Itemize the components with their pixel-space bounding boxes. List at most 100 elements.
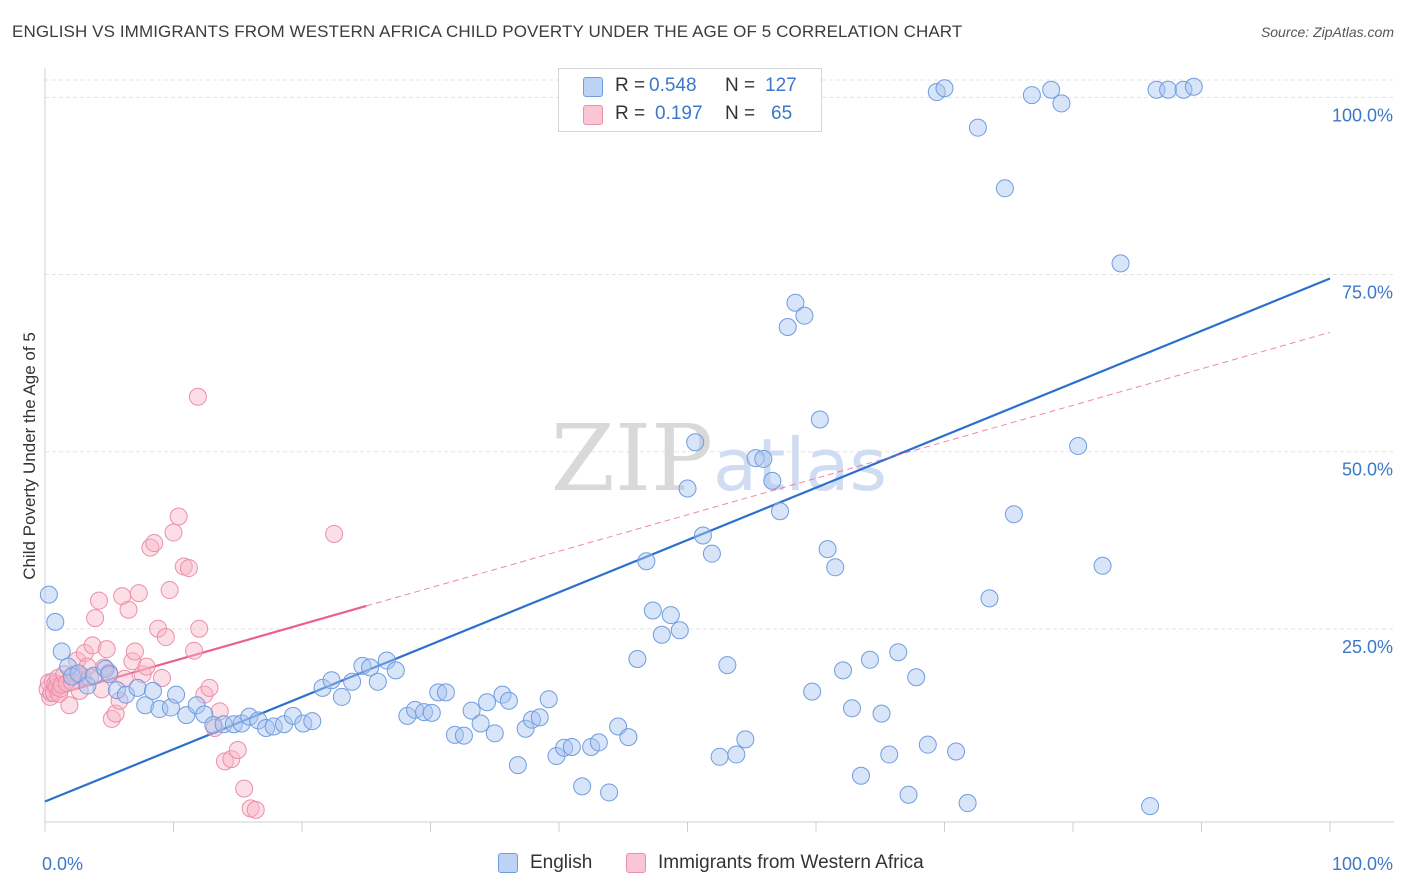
data-point-english: [204, 715, 223, 734]
y-axis-label: Child Poverty Under the Age of 5: [20, 332, 39, 580]
data-point-english: [1159, 80, 1178, 99]
legend-series: English Immigrants from Western Africa: [0, 852, 1406, 878]
data-point-english: [947, 742, 966, 761]
data-point-western-africa: [156, 628, 175, 647]
data-point-western-africa: [190, 619, 209, 638]
data-point-english: [562, 737, 581, 756]
data-point-english: [150, 700, 169, 719]
data-point-english: [332, 687, 351, 706]
data-point-english: [284, 706, 303, 725]
trend-line-western-africa-extension: [366, 331, 1331, 607]
legend-swatch-english: [583, 77, 603, 97]
data-point-english: [872, 704, 891, 723]
data-point-english: [995, 179, 1014, 198]
data-point-english: [678, 479, 697, 498]
source-credit: Source: ZipAtlas.com: [1260, 24, 1394, 40]
data-point-english: [968, 118, 987, 137]
data-point-english: [322, 671, 341, 690]
data-point-english: [778, 318, 797, 337]
data-point-english: [702, 544, 721, 563]
x-tick-label: 0.0%: [42, 854, 83, 874]
data-point-western-africa: [160, 581, 179, 600]
data-point-english: [415, 703, 434, 722]
data-point-english: [686, 433, 705, 452]
data-point-english: [727, 745, 746, 764]
data-point-english: [1111, 254, 1130, 273]
data-point-english: [555, 738, 574, 757]
legend-swatch-western-africa: [626, 853, 646, 873]
data-point-english: [516, 719, 535, 738]
legend-r-label: R =: [615, 75, 646, 96]
data-point-western-africa: [222, 750, 241, 769]
data-point-western-africa: [145, 534, 164, 553]
data-point-english: [485, 724, 504, 743]
data-point-english: [736, 730, 755, 749]
data-point-western-africa: [60, 696, 79, 715]
data-point-english: [1141, 797, 1160, 816]
data-point-english: [353, 656, 372, 675]
data-point-english: [628, 650, 647, 669]
data-point-english: [1022, 86, 1041, 105]
watermark: ZIP atlas: [551, 405, 887, 512]
data-point-english: [59, 657, 78, 676]
y-tick-label: 75.0%: [1342, 283, 1393, 303]
data-point-western-africa: [129, 584, 148, 603]
data-point-english: [78, 676, 97, 695]
data-point-english: [46, 612, 65, 631]
data-point-western-africa: [152, 668, 171, 687]
data-point-english: [386, 661, 405, 680]
data-point-english: [368, 672, 387, 691]
data-point-english: [39, 585, 58, 604]
data-point-english: [257, 719, 276, 738]
data-point-english: [754, 449, 773, 468]
data-point-western-africa: [228, 740, 247, 759]
data-point-english: [240, 707, 259, 726]
data-point-english: [1093, 556, 1112, 575]
data-point-english: [361, 658, 380, 677]
data-point-english: [637, 552, 656, 571]
legend-label-western-africa: Immigrants from Western Africa: [658, 852, 924, 873]
legend-n-value: 65: [771, 103, 793, 124]
data-point-english: [763, 471, 782, 490]
data-point-english: [842, 699, 861, 718]
data-point-english: [422, 703, 441, 722]
data-point-english: [128, 678, 147, 697]
y-tick-label: 100.0%: [1332, 105, 1393, 125]
x-tick-label: 100.0%: [1332, 854, 1393, 874]
data-point-english: [935, 79, 954, 98]
data-point-western-africa: [164, 523, 183, 542]
data-point-english: [710, 747, 729, 766]
data-point-english: [167, 685, 186, 704]
data-point-western-africa: [246, 800, 265, 819]
data-point-english: [810, 410, 829, 429]
data-point-western-africa: [205, 719, 224, 738]
data-point-english: [803, 682, 822, 701]
legend-swatch-western-africa: [583, 105, 603, 125]
data-point-western-africa: [83, 636, 102, 655]
data-point-english: [600, 783, 619, 802]
data-point-english: [573, 777, 592, 796]
data-point-english: [143, 681, 162, 700]
data-point-english: [471, 714, 490, 733]
legend-stats: R = 0.548 N = 127 R = 0.197 N = 65: [558, 68, 822, 132]
data-point-western-africa: [200, 678, 219, 697]
data-point-western-africa: [325, 524, 344, 543]
legend-r-value: 0.197: [655, 103, 703, 124]
data-point-english: [589, 733, 608, 752]
data-point-english: [530, 708, 549, 727]
legend-n-label: N =: [725, 103, 756, 124]
data-point-english: [249, 711, 268, 730]
data-point-english: [377, 651, 396, 670]
data-point-western-africa: [86, 609, 105, 628]
data-point-english: [1184, 77, 1203, 96]
data-point-english: [462, 701, 481, 720]
data-point-english: [693, 526, 712, 545]
data-point-english: [643, 601, 662, 620]
data-point-english: [116, 685, 135, 704]
data-point-western-africa: [179, 559, 198, 578]
data-point-english: [661, 606, 680, 625]
data-point-english: [899, 785, 918, 804]
data-point-western-africa: [169, 507, 188, 526]
legend-swatch-english: [498, 853, 518, 873]
